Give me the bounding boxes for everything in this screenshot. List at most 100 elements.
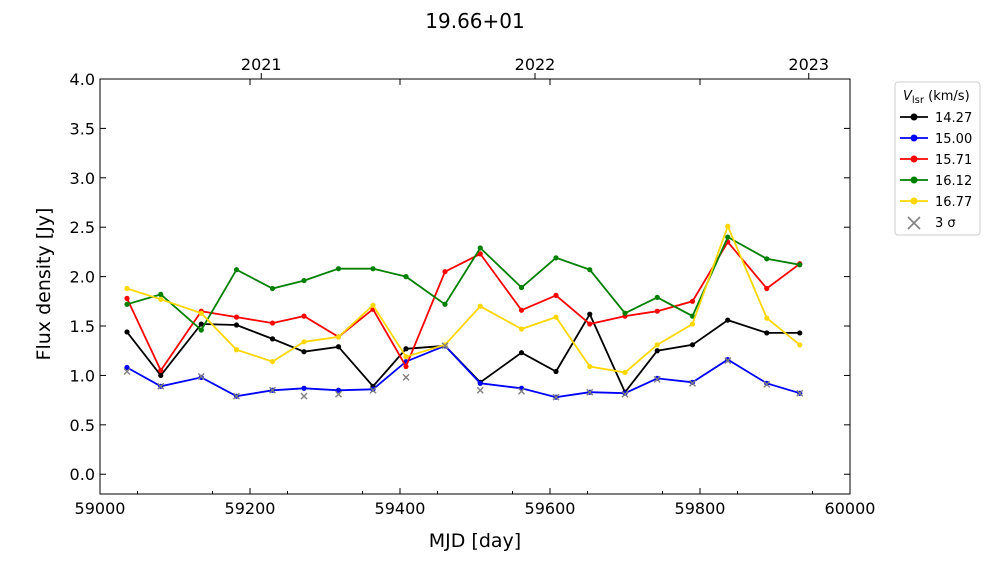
x-tick-label: 59200	[225, 499, 276, 518]
legend-entry-15.71: 15.71	[900, 153, 972, 168]
data-point	[442, 301, 448, 307]
data-point	[518, 350, 525, 356]
top-year-label: 2022	[515, 55, 556, 74]
legend: Vlsr (km/s) 14.27 15.00 15.71 16.12 16.77 3 σ	[894, 81, 981, 236]
data-point	[124, 364, 130, 371]
sigma-stroke	[233, 392, 240, 400]
data-point	[403, 274, 409, 280]
data-point	[301, 339, 307, 345]
data-point	[198, 327, 204, 333]
data-point	[797, 330, 803, 336]
data-point	[764, 285, 770, 292]
data-point	[654, 308, 660, 314]
sigma-marker	[689, 379, 696, 387]
y-tick-label: 2.0	[70, 268, 95, 287]
sigma-stroke	[689, 379, 696, 387]
data-point	[477, 380, 483, 386]
sigma-stroke	[552, 393, 560, 401]
data-point	[335, 344, 342, 350]
sigma-stroke	[335, 390, 342, 398]
legend-marker	[910, 176, 918, 184]
sigma-marker	[724, 357, 732, 365]
legend-title-unit: (km/s)	[924, 89, 970, 104]
sigma-marker	[402, 373, 410, 381]
sigma-marker	[552, 393, 560, 401]
data-point	[725, 317, 731, 323]
data-point	[301, 349, 307, 355]
data-point	[553, 314, 559, 320]
legend-label: 3 σ	[935, 216, 956, 231]
sigma-marker	[197, 372, 205, 380]
data-point	[269, 320, 276, 326]
sigma-stroke	[586, 388, 594, 396]
y-tick-label: 0.0	[70, 465, 95, 484]
sigma-stroke	[369, 386, 377, 394]
legend-sigma-stroke	[907, 216, 921, 230]
data-point	[124, 329, 130, 335]
data-point	[477, 245, 483, 251]
legend-label: 15.00	[935, 132, 972, 147]
data-point	[233, 322, 240, 328]
data-point	[158, 291, 164, 298]
data-point	[725, 234, 731, 240]
plot-area: 59000 59200 59400 59600 59800 60000 0.0 0.5 1.0 1…	[70, 55, 876, 518]
data-point	[269, 285, 276, 292]
x-tick-label: 60000	[825, 499, 876, 518]
sigma-marker	[653, 375, 661, 383]
series-16.12	[124, 234, 803, 333]
data-point	[442, 269, 448, 275]
sigma-stroke	[441, 342, 449, 350]
data-point	[797, 342, 803, 348]
series-16.77	[124, 223, 803, 376]
data-point	[233, 314, 240, 320]
sigma-marker	[586, 388, 594, 396]
data-point	[553, 368, 559, 375]
legend-entry-16.77: 16.77	[900, 195, 972, 210]
legend-entry-16.12: 16.12	[900, 174, 972, 189]
data-point	[689, 313, 696, 319]
data-point	[477, 251, 483, 257]
data-point	[587, 267, 593, 273]
series-15.00	[124, 343, 803, 400]
data-point	[622, 310, 628, 316]
data-point	[158, 367, 164, 374]
data-point	[477, 303, 483, 309]
series-line	[126, 344, 801, 399]
x-tick-label: 59800	[675, 499, 726, 518]
y-axis-label: Flux density [Jy]	[33, 208, 55, 361]
chart-title: 19.66+01	[425, 9, 524, 33]
legend-title-sub: lsr	[912, 95, 925, 106]
data-point	[158, 296, 164, 302]
data-point	[335, 266, 342, 272]
data-point	[301, 313, 307, 319]
y-tick-label: 2.5	[70, 218, 95, 237]
data-point	[689, 298, 696, 304]
data-point	[158, 372, 164, 379]
sigma-marker	[369, 386, 377, 394]
x-axis-label: MJD [day]	[429, 530, 521, 552]
sigma-stroke	[796, 389, 804, 397]
series-15.71	[124, 239, 803, 374]
legend-label: 16.77	[935, 195, 972, 210]
legend-entry-15.00: 15.00	[900, 132, 972, 147]
series-layer	[124, 223, 803, 400]
sigma-marker	[441, 342, 449, 350]
sigma-marker	[157, 382, 165, 390]
legend-title: Vlsr (km/s)	[903, 89, 970, 106]
data-point	[518, 307, 525, 313]
sigma-marker	[763, 380, 771, 388]
data-point	[233, 267, 240, 273]
y-tick-label: 3.5	[70, 119, 95, 138]
data-point	[269, 358, 276, 365]
series-line	[126, 240, 801, 373]
sigma-marker	[518, 387, 525, 395]
sigma-stroke	[269, 386, 276, 394]
legend-box	[894, 81, 981, 236]
top-year-label: 2023	[788, 55, 829, 74]
y-tick-label: 3.0	[70, 169, 95, 188]
series-line	[126, 235, 800, 332]
data-point	[124, 285, 130, 292]
data-point	[301, 385, 307, 391]
legend-label: 14.27	[935, 111, 972, 126]
